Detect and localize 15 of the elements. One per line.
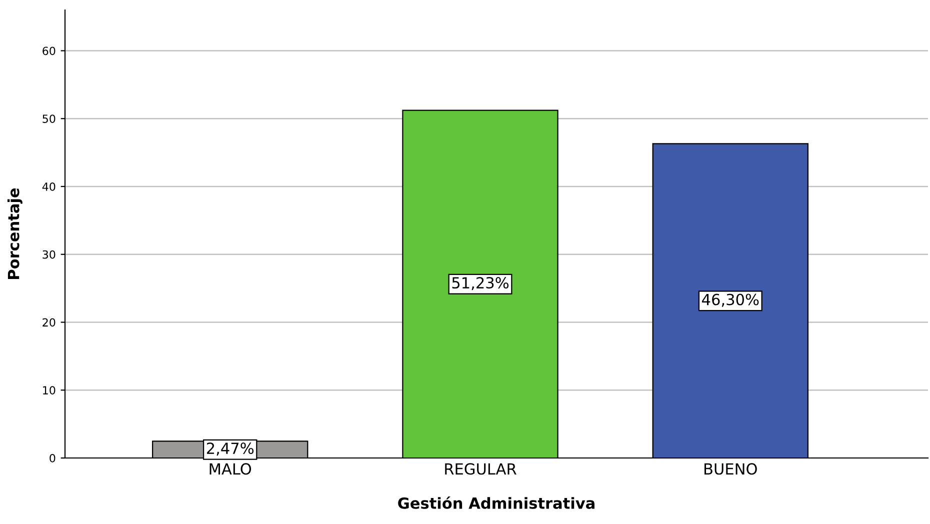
y-tick-label: 60 <box>42 46 56 56</box>
data-label: 2,47% <box>206 442 254 456</box>
x-tick-label: REGULAR <box>445 463 516 475</box>
x-axis-title: Gestión Administrativa <box>398 496 594 509</box>
y-tick-label: 50 <box>42 114 56 123</box>
y-tick-label: 10 <box>43 386 56 394</box>
x-tick-label: BUENO <box>704 463 757 475</box>
y-tick-label: 40 <box>42 182 56 191</box>
data-label: 46,30% <box>702 294 759 307</box>
y-tick-label: 20 <box>42 318 56 327</box>
x-tick-label: MALO <box>210 463 252 475</box>
data-label: 51,23% <box>452 277 509 290</box>
y-tick-label: 0 <box>50 454 56 462</box>
y-axis-title: Porcentaje <box>7 188 22 279</box>
y-tick-label: 30 <box>42 250 56 259</box>
